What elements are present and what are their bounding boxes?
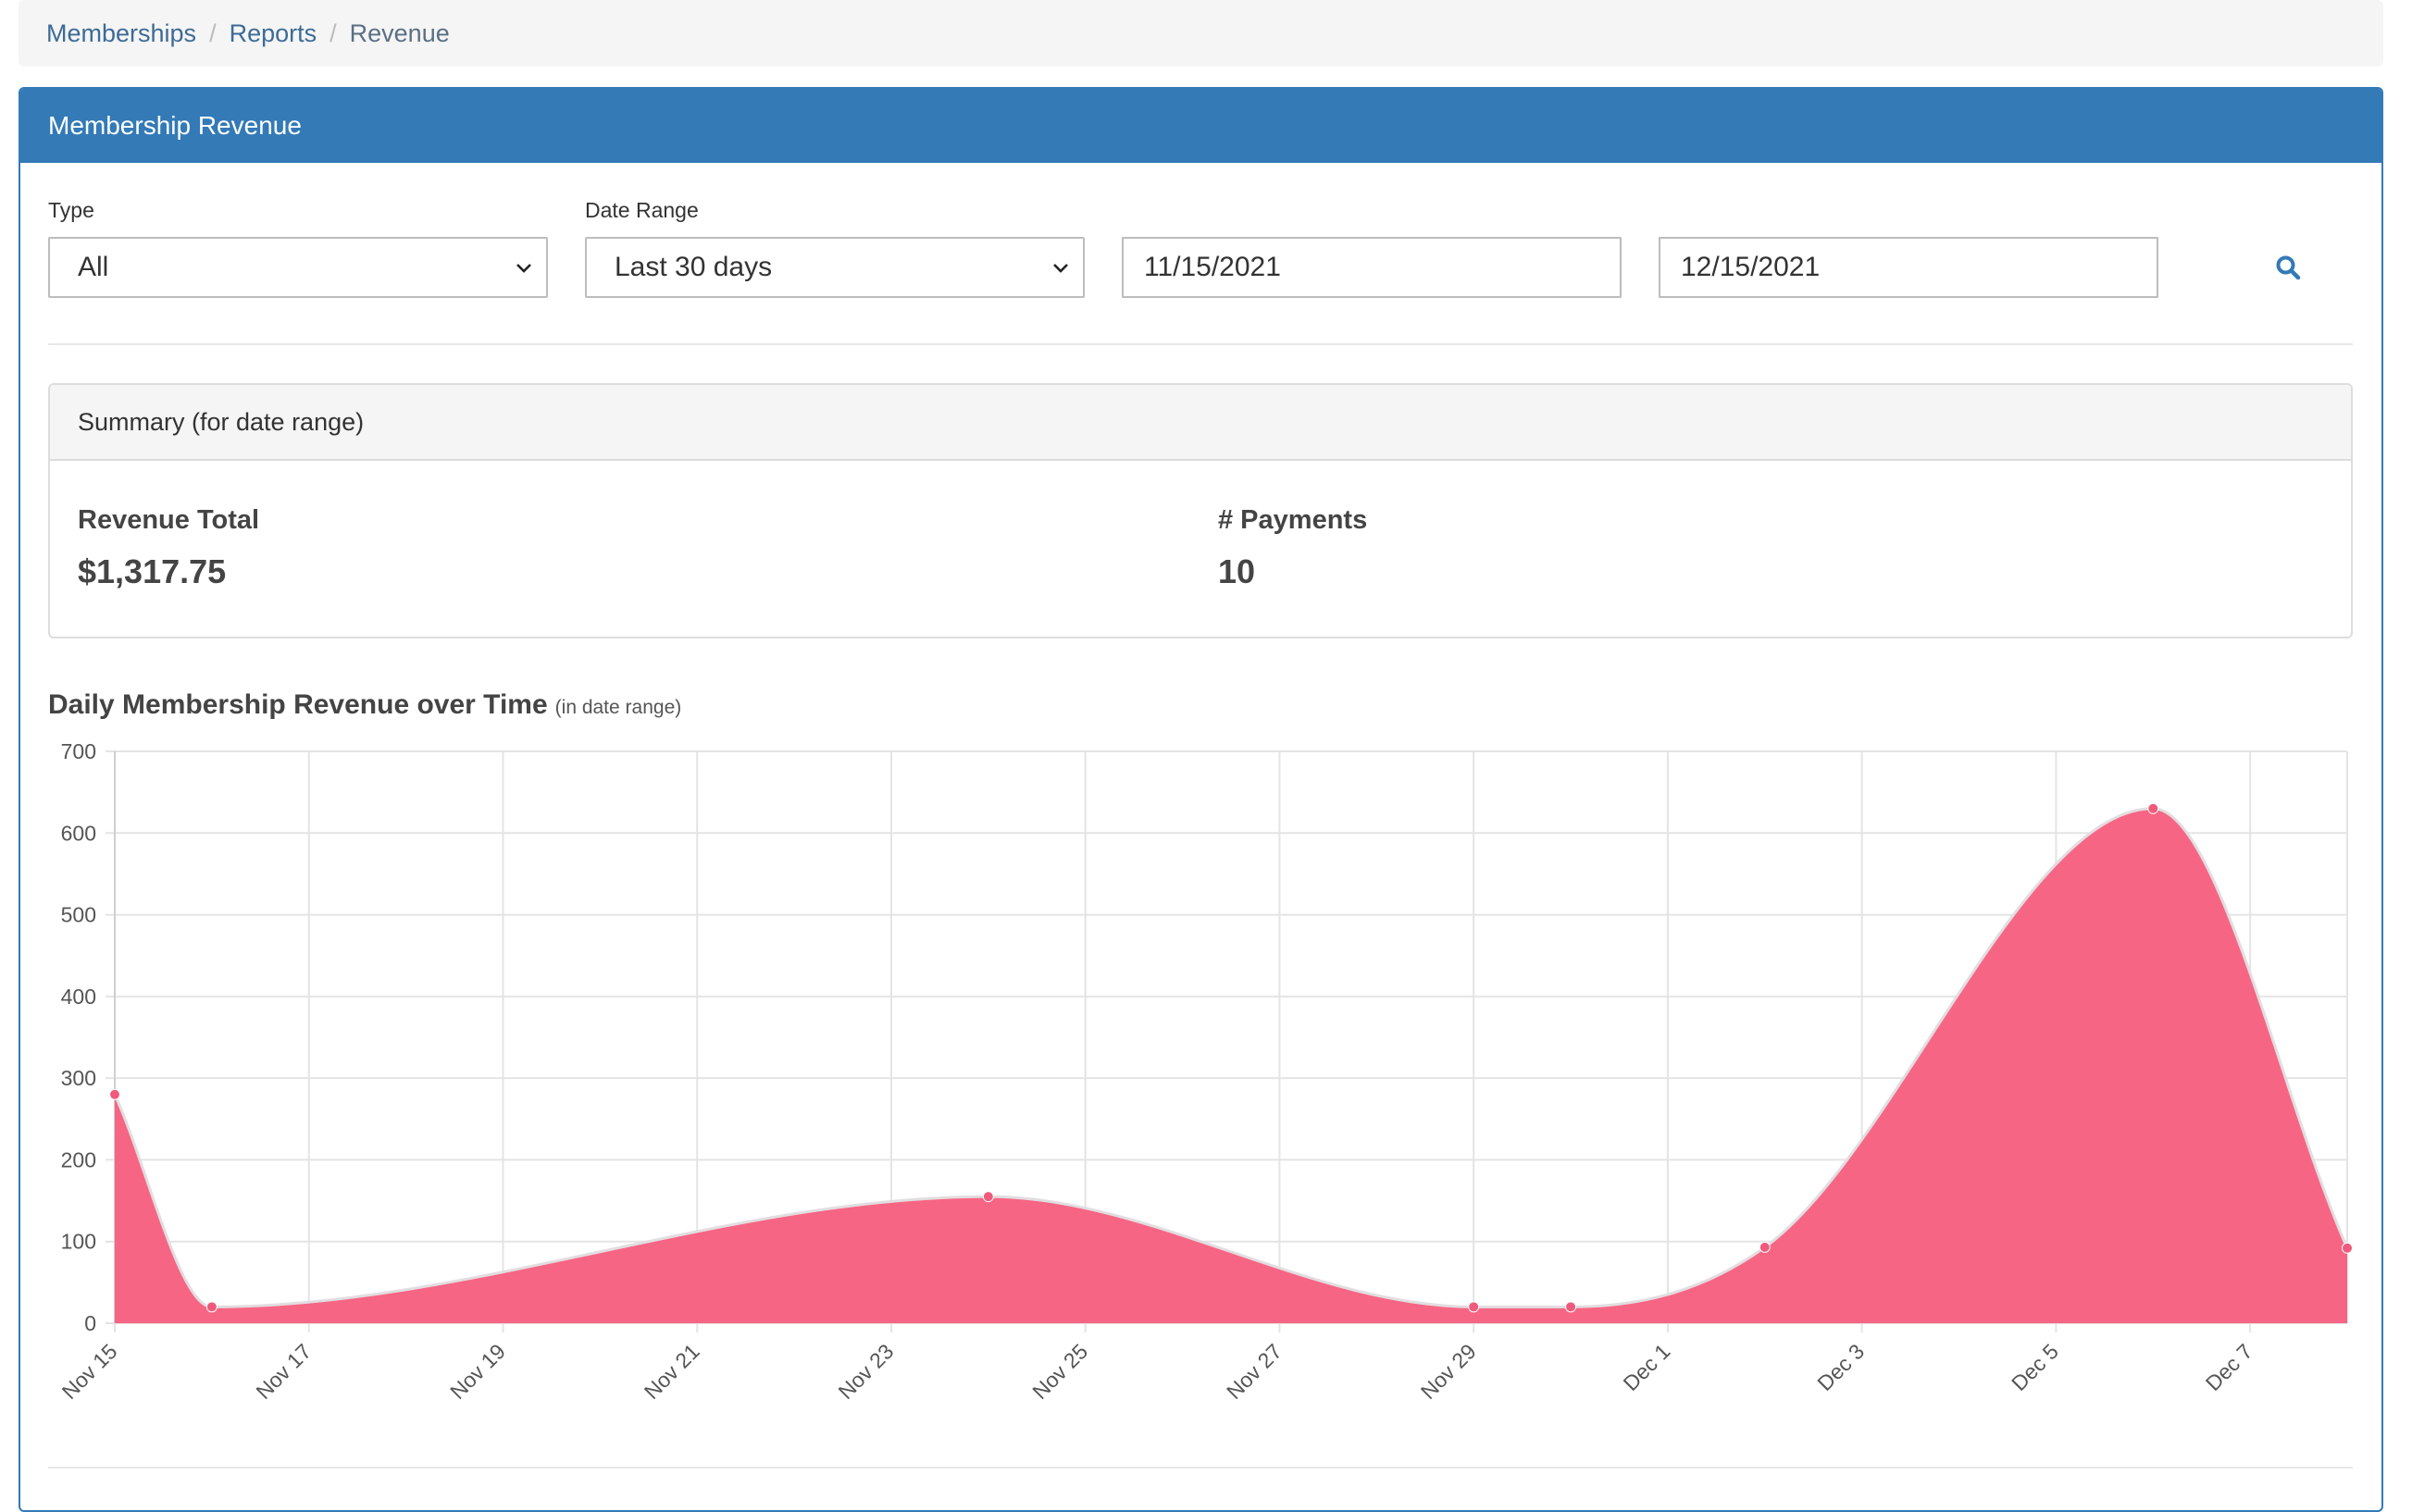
revenue-area-fill: [115, 808, 2347, 1323]
breadcrumb-separator: /: [209, 19, 217, 47]
x-tick-label: Dec 1: [1619, 1339, 1675, 1395]
data-point: [1468, 1301, 1480, 1313]
payments-stat: # Payments 10: [1218, 505, 1367, 591]
data-point: [982, 1191, 994, 1203]
payments-label: # Payments: [1218, 505, 1368, 535]
search-icon: [2276, 255, 2301, 280]
chevron-down-icon: [516, 264, 531, 273]
chart-title: Daily Membership Revenue over Time (in da…: [48, 689, 681, 721]
data-point: [1565, 1301, 1577, 1313]
revenue-total-label: Revenue Total: [78, 505, 260, 535]
chevron-down-icon: [1053, 264, 1068, 273]
type-label: Type: [48, 198, 94, 222]
x-tick-label: Nov 19: [445, 1339, 510, 1404]
breadcrumb-separator: /: [329, 19, 337, 47]
start-date-field: 11/15/2021: [1122, 196, 1622, 298]
x-tick-label: Nov 25: [1027, 1339, 1092, 1404]
end-date-input[interactable]: 12/15/2021: [1659, 237, 2158, 298]
divider: [48, 343, 2353, 345]
y-tick-label: 600: [61, 821, 96, 845]
summary-title: Summary (for date range): [50, 385, 2351, 461]
y-tick-label: 700: [61, 739, 96, 763]
breadcrumb-memberships[interactable]: Memberships: [46, 19, 197, 47]
payments-value: 10: [1218, 552, 1256, 590]
y-tick-label: 500: [61, 903, 96, 927]
breadcrumb: Memberships / Reports / Revenue: [19, 0, 2383, 67]
date-range-select[interactable]: Last 30 days: [585, 237, 1085, 298]
x-tick-label: Nov 23: [834, 1339, 899, 1404]
type-select-value: All: [78, 252, 109, 282]
divider: [48, 1467, 2353, 1469]
x-tick-label: Nov 21: [640, 1339, 704, 1404]
y-tick-label: 400: [61, 985, 96, 1009]
breadcrumb-reports[interactable]: Reports: [229, 19, 317, 47]
x-tick-label: Nov 17: [251, 1339, 316, 1404]
x-tick-label: Nov 27: [1222, 1339, 1287, 1404]
panel-title: Membership Revenue: [20, 89, 2381, 163]
x-tick-label: Dec 7: [2201, 1339, 2257, 1395]
x-tick-label: Dec 3: [1812, 1339, 1869, 1395]
y-tick-label: 0: [84, 1311, 96, 1335]
data-point: [2342, 1242, 2353, 1254]
revenue-total-stat: Revenue Total $1,317.75: [78, 505, 259, 591]
filter-bar: Type All Date Range Last 30 days 11/15/2…: [28, 196, 2384, 307]
data-point: [205, 1301, 218, 1313]
chart-title-main: Daily Membership Revenue over Time: [48, 689, 548, 720]
x-tick-label: Nov 15: [57, 1339, 122, 1404]
date-range-field: Date Range Last 30 days: [585, 196, 1085, 298]
type-field: Type All: [48, 196, 548, 298]
summary-panel: Summary (for date range) Revenue Total $…: [48, 383, 2353, 638]
revenue-total-value: $1,317.75: [78, 552, 227, 590]
date-range-select-value: Last 30 days: [615, 252, 773, 282]
start-date-input[interactable]: 11/15/2021: [1122, 237, 1622, 298]
y-tick-label: 100: [61, 1230, 96, 1254]
x-tick-label: Dec 5: [2007, 1339, 2063, 1395]
breadcrumb-revenue: Revenue: [349, 19, 450, 47]
data-point: [1759, 1241, 1771, 1253]
y-tick-label: 200: [61, 1147, 96, 1171]
type-select[interactable]: All: [48, 237, 548, 298]
data-point: [2147, 802, 2159, 814]
data-point: [109, 1088, 120, 1100]
search-button[interactable]: [2260, 237, 2316, 298]
date-range-label: Date Range: [585, 198, 699, 222]
chart-title-subtitle: (in date range): [554, 697, 682, 718]
x-tick-label: Nov 29: [1416, 1339, 1481, 1404]
end-date-field: 12/15/2021: [1659, 196, 2158, 298]
y-tick-label: 300: [61, 1066, 96, 1090]
